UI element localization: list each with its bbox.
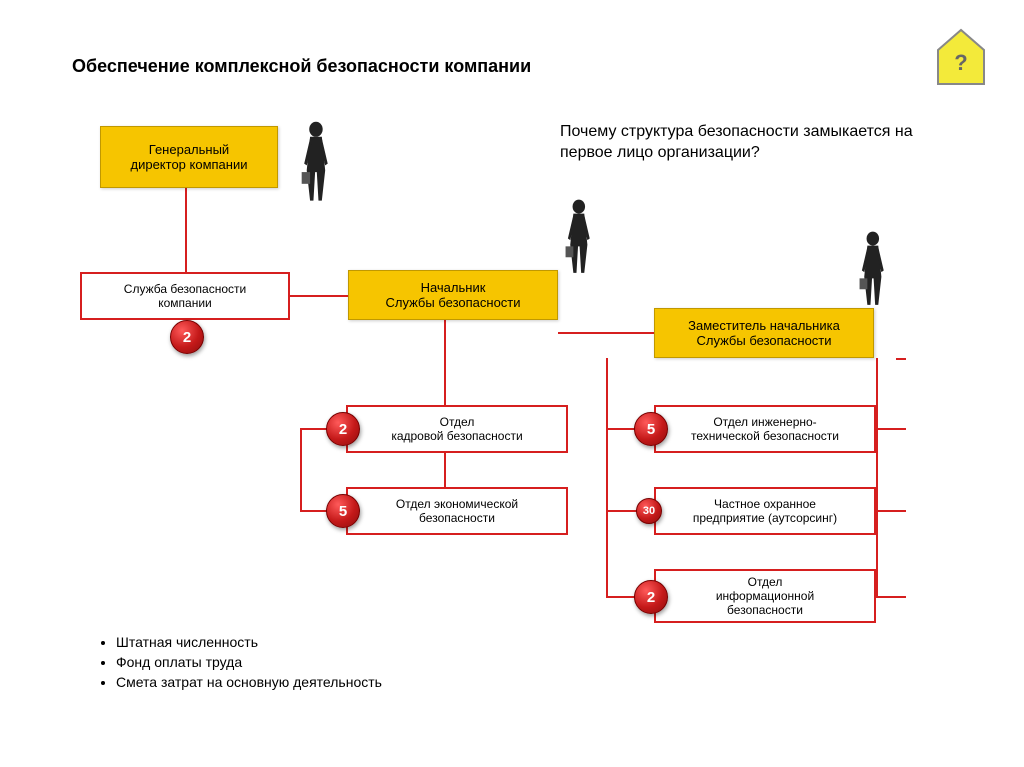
org-node-eng: Отдел инженерно- технической безопасност… bbox=[654, 405, 876, 453]
home-button[interactable]: ? bbox=[934, 26, 988, 88]
org-node-service: Служба безопасности компании bbox=[80, 272, 290, 320]
person-icon bbox=[858, 230, 888, 313]
count-badge-guard_cnt: 30 bbox=[636, 498, 662, 524]
count-badge-hr_cnt: 2 bbox=[326, 412, 360, 446]
org-node-hr: Отдел кадровой безопасности bbox=[346, 405, 568, 453]
org-node-chief: Начальник Службы безопасности bbox=[348, 270, 558, 320]
legend-bullet: Штатная численность bbox=[116, 634, 382, 650]
org-node-deputy: Заместитель начальника Службы безопаснос… bbox=[654, 308, 874, 358]
question-text: Почему структура безопасности замыкается… bbox=[560, 122, 960, 164]
connector-line bbox=[558, 332, 654, 334]
page-title: Обеспечение комплексной безопасности ком… bbox=[72, 56, 531, 77]
person-icon bbox=[300, 120, 332, 209]
connector-line bbox=[290, 295, 348, 297]
legend-bullet: Фонд оплаты труда bbox=[116, 654, 382, 670]
legend-bullet: Смета затрат на основную деятельность bbox=[116, 674, 382, 690]
org-node-econ: Отдел экономической безопасности bbox=[346, 487, 568, 535]
connector-line bbox=[876, 428, 906, 430]
connector-line bbox=[185, 188, 187, 272]
org-node-info: Отдел информационной безопасности bbox=[654, 569, 876, 623]
count-badge-info_cnt: 2 bbox=[634, 580, 668, 614]
connector-line bbox=[876, 510, 906, 512]
connector-line bbox=[896, 358, 906, 360]
connector-line bbox=[300, 428, 302, 512]
org-node-director: Генеральный директор компании bbox=[100, 126, 278, 188]
connector-line bbox=[876, 358, 878, 598]
person-icon bbox=[564, 198, 594, 281]
count-badge-service_cnt: 2 bbox=[170, 320, 204, 354]
connector-line bbox=[876, 596, 906, 598]
connector-line bbox=[606, 358, 608, 598]
legend-bullets: Штатная численность Фонд оплаты труда Смет… bbox=[76, 634, 382, 694]
count-badge-eng_cnt: 5 bbox=[634, 412, 668, 446]
home-icon-text: ? bbox=[954, 50, 967, 75]
org-node-guard: Частное охранное предприятие (аутсорсинг… bbox=[654, 487, 876, 535]
count-badge-econ_cnt: 5 bbox=[326, 494, 360, 528]
